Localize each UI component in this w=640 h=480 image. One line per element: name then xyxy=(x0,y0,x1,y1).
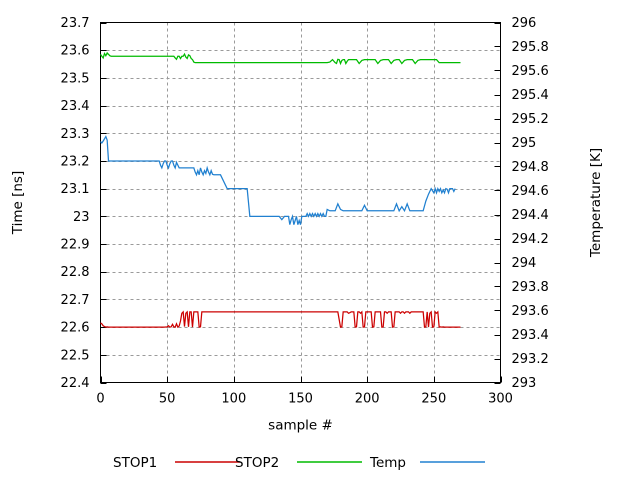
legend-label-stop1: STOP1 xyxy=(113,455,157,471)
y-tick-label: 22.4 xyxy=(61,376,90,391)
y2-tick-label: 294.6 xyxy=(512,184,549,199)
x-axis-title: sample # xyxy=(268,418,333,434)
chart-legend: STOP1 STOP2 Temp xyxy=(113,455,485,471)
gridlines xyxy=(100,22,501,383)
y2-tick-label: 294.8 xyxy=(512,160,549,175)
y2-tick-label: 295.4 xyxy=(512,88,549,103)
y2-tick-label: 293.8 xyxy=(512,280,549,295)
y2-tick-label: 295 xyxy=(512,136,537,151)
y-axis-title: Time [ns] xyxy=(10,171,26,235)
y2-axis-title: Temperature [K] xyxy=(588,148,604,258)
y2-tick-label: 294.2 xyxy=(512,232,549,247)
legend-label-temp: Temp xyxy=(369,455,406,471)
series-line-temp xyxy=(100,135,456,225)
y2-tick-label: 295.8 xyxy=(512,40,549,55)
y-tick-label: 22.7 xyxy=(61,293,90,308)
y2-tick-label: 296 xyxy=(512,16,537,31)
y2-tick-label: 293.6 xyxy=(512,304,549,319)
x-tick-label: 250 xyxy=(421,392,446,407)
series-line-stop1 xyxy=(100,310,461,329)
y-tick-label: 23.4 xyxy=(61,99,90,114)
y2-tick-label: 293.2 xyxy=(512,352,549,367)
axis-titles: Time [ns] Temperature [K] sample # xyxy=(10,148,604,434)
y2-tick-label: 294 xyxy=(512,256,537,271)
plot-frame xyxy=(99,21,502,384)
y2-tick-label: 294.4 xyxy=(512,208,549,223)
y2-tick-label: 295.6 xyxy=(512,64,549,79)
data-series xyxy=(99,51,461,329)
x-tick-label: 300 xyxy=(488,392,513,407)
y-tick-label: 23.1 xyxy=(61,182,90,197)
y-tick-label: 23.2 xyxy=(61,154,90,169)
y2-tick-label: 293 xyxy=(512,376,537,391)
x-tick-label: 200 xyxy=(355,392,380,407)
x-tick-label: 150 xyxy=(288,392,313,407)
y2-tick-label: 293.4 xyxy=(512,328,549,343)
y-tick-label: 23.6 xyxy=(61,44,90,59)
x-tick-label: 50 xyxy=(159,392,176,407)
y-tick-label: 23.5 xyxy=(61,71,90,86)
y2-tick-label: 295.2 xyxy=(512,112,549,127)
y-tick-label: 22.9 xyxy=(61,238,90,253)
y-tick-label: 22.8 xyxy=(61,265,90,280)
x-tick-label: 0 xyxy=(96,392,104,407)
y-tick-label: 23.7 xyxy=(61,16,90,31)
plot-border xyxy=(99,21,502,384)
axis-tick-labels: 22.4 22.5 22.6 22.7 22.8 22.9 23 23.1 23.2 23.3 23… xyxy=(61,16,549,407)
y-tick-label: 22.6 xyxy=(61,321,90,336)
series-line-stop2 xyxy=(99,51,461,66)
y-tick-label: 22.5 xyxy=(61,348,90,363)
y-tick-label: 23 xyxy=(73,210,90,225)
x-tick-label: 100 xyxy=(221,392,246,407)
axis-ticks xyxy=(100,22,503,385)
y-tick-label: 23.3 xyxy=(61,127,90,142)
legend-label-stop2: STOP2 xyxy=(235,455,279,471)
